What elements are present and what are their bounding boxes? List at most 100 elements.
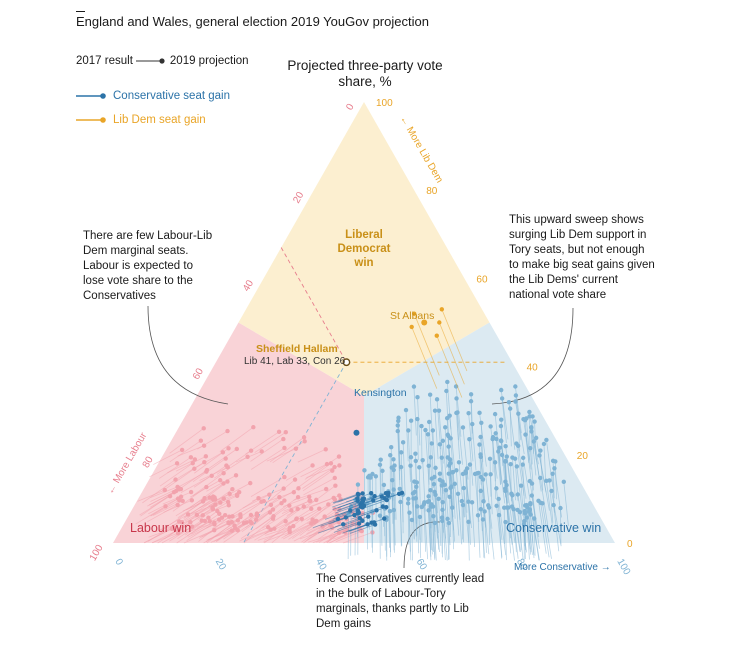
labour-seat-dot-shift xyxy=(284,523,312,537)
conservative-seat-dot xyxy=(544,437,549,443)
labour-seat-dot-shift xyxy=(212,514,241,529)
conservative-seat-dot-shift xyxy=(431,443,434,488)
conservative-seat-dot xyxy=(419,504,425,510)
con-gain-seat-dot-shift xyxy=(336,501,363,512)
labour-seat-dot xyxy=(268,502,274,508)
labour-seat-dot xyxy=(234,493,240,499)
conservative-seat-dot xyxy=(504,454,509,459)
con-gain-seat-dot xyxy=(361,503,367,509)
labour-seat-dot-shift xyxy=(216,450,252,475)
conservative-seat-dot-shift xyxy=(442,440,448,497)
lab-axis-tick: 60 xyxy=(191,366,206,382)
conservative-seat-dot xyxy=(551,502,556,508)
conservative-seat-dot-shift xyxy=(425,430,430,485)
labour-seat-dot-shift xyxy=(262,510,292,529)
conservative-seat-dot-shift xyxy=(524,505,532,555)
conservative-seat-dot xyxy=(391,467,396,473)
conservative-seat-dot-shift xyxy=(531,431,537,476)
conservative-seat-dot-shift xyxy=(449,496,452,538)
conservative-seat-dot-shift xyxy=(501,398,507,443)
conservative-seat-dot-shift xyxy=(505,490,513,545)
labour-seat-dot-shift xyxy=(251,447,285,470)
labour-seat-dot xyxy=(251,424,256,430)
sheffield-hallam-label: Sheffield Hallam xyxy=(256,343,338,355)
labour-seat-dot-shift xyxy=(201,521,232,538)
conservative-seat-dot xyxy=(408,463,413,468)
conservative-seat-dot xyxy=(378,457,383,462)
conservative-seat-dot xyxy=(437,442,443,447)
conservative-seat-dot xyxy=(426,419,432,425)
conservative-seat-dot xyxy=(479,420,484,426)
labour-seat-dot xyxy=(225,428,230,434)
con-gain-seat-dot-shift xyxy=(342,516,369,526)
con-gain-seat-dot-shift xyxy=(332,497,358,508)
con-axis-tick: 100 xyxy=(614,557,632,577)
conservative-seat-dot-shift xyxy=(405,410,409,462)
conservative-seat-dot-shift xyxy=(461,501,463,540)
conservative-win-label: Conservative win xyxy=(506,521,601,535)
legend-ld-gain: Lib Dem seat gain xyxy=(76,114,206,126)
conservative-seat-dot xyxy=(397,486,402,492)
conservative-seat-dot xyxy=(434,397,440,402)
conservative-seat-dot-shift xyxy=(511,495,521,553)
conservative-seat-dot xyxy=(538,448,543,453)
labour-seat-dot xyxy=(287,503,292,508)
labour-seat-dot-shift xyxy=(308,532,340,543)
conservative-seat-dot xyxy=(432,474,437,480)
conservative-seat-dot-shift xyxy=(517,445,527,499)
labour-seat-dot xyxy=(287,525,293,530)
conservative-seat-dot xyxy=(467,462,473,467)
conservative-seat-dot xyxy=(415,394,420,400)
conservative-seat-dot-shift xyxy=(455,470,461,520)
conservative-seat-dot xyxy=(463,470,468,476)
lab-axis-tick: 40 xyxy=(241,278,256,294)
con-axis-tick: 80 xyxy=(514,557,529,573)
conservative-seat-dot-shift xyxy=(533,518,536,556)
conservative-seat-dot xyxy=(498,423,504,429)
labour-seat-dot-shift xyxy=(300,504,329,523)
conservative-seat-dot xyxy=(503,444,508,449)
conservative-seat-dot-shift xyxy=(483,501,490,555)
conservative-seat-dot-shift xyxy=(423,504,427,552)
labour-seat-dot-shift xyxy=(135,505,166,525)
note-bottom: The Conservatives currently lead in the … xyxy=(316,573,485,630)
ld-axis-tick: 60 xyxy=(476,274,488,285)
conservative-seat-dot xyxy=(477,410,482,416)
labour-seat-dot xyxy=(289,508,294,513)
labour-seat-dot-shift xyxy=(286,499,317,516)
labour-seat-dot xyxy=(332,475,337,481)
labour-seat-dot-shift xyxy=(306,465,340,478)
conservative-seat-dot xyxy=(448,460,453,466)
conservative-seat-dot-shift xyxy=(446,381,452,430)
labour-seat-dot xyxy=(337,493,342,498)
conservative-seat-dot-shift xyxy=(380,494,383,546)
labour-seat-dot-shift xyxy=(297,462,332,489)
labour-seat-dot xyxy=(323,486,329,492)
conservative-seat-dot xyxy=(426,494,431,499)
labour-seat-dot xyxy=(226,503,231,508)
conservative-seat-dot-shift xyxy=(533,441,542,492)
labour-seat-dot-shift xyxy=(242,494,270,509)
conservative-seat-dot-shift xyxy=(477,515,481,558)
conservative-seat-dot xyxy=(377,462,383,467)
labour-seat-dot-shift xyxy=(254,520,286,541)
labour-seat-dot-shift xyxy=(157,521,191,544)
labour-seat-dot-shift xyxy=(155,521,183,533)
labour-seat-dot-shift xyxy=(194,447,229,474)
conservative-seat-dot-shift xyxy=(407,503,410,545)
conservative-seat-dot-shift xyxy=(500,389,509,440)
conservative-seat-dot xyxy=(398,464,404,470)
conservative-seat-dot-shift xyxy=(505,522,507,561)
conservative-seat-dot xyxy=(487,456,493,461)
ld-axis-tick: 20 xyxy=(577,451,589,462)
legend-con-gain-label: Conservative seat gain xyxy=(113,90,230,102)
conservative-seat-dot-shift xyxy=(549,480,554,523)
labour-seat-dot xyxy=(200,513,206,518)
labour-seat-dot-shift xyxy=(252,502,282,526)
conservative-seat-dot-shift xyxy=(529,481,540,537)
conservative-seat-dot-shift xyxy=(523,419,532,470)
conservative-seat-dot xyxy=(355,482,361,487)
conservative-seat-dot-shift xyxy=(457,412,463,465)
labour-seat-dot-shift xyxy=(226,513,258,531)
conservative-seat-dot xyxy=(513,384,518,389)
